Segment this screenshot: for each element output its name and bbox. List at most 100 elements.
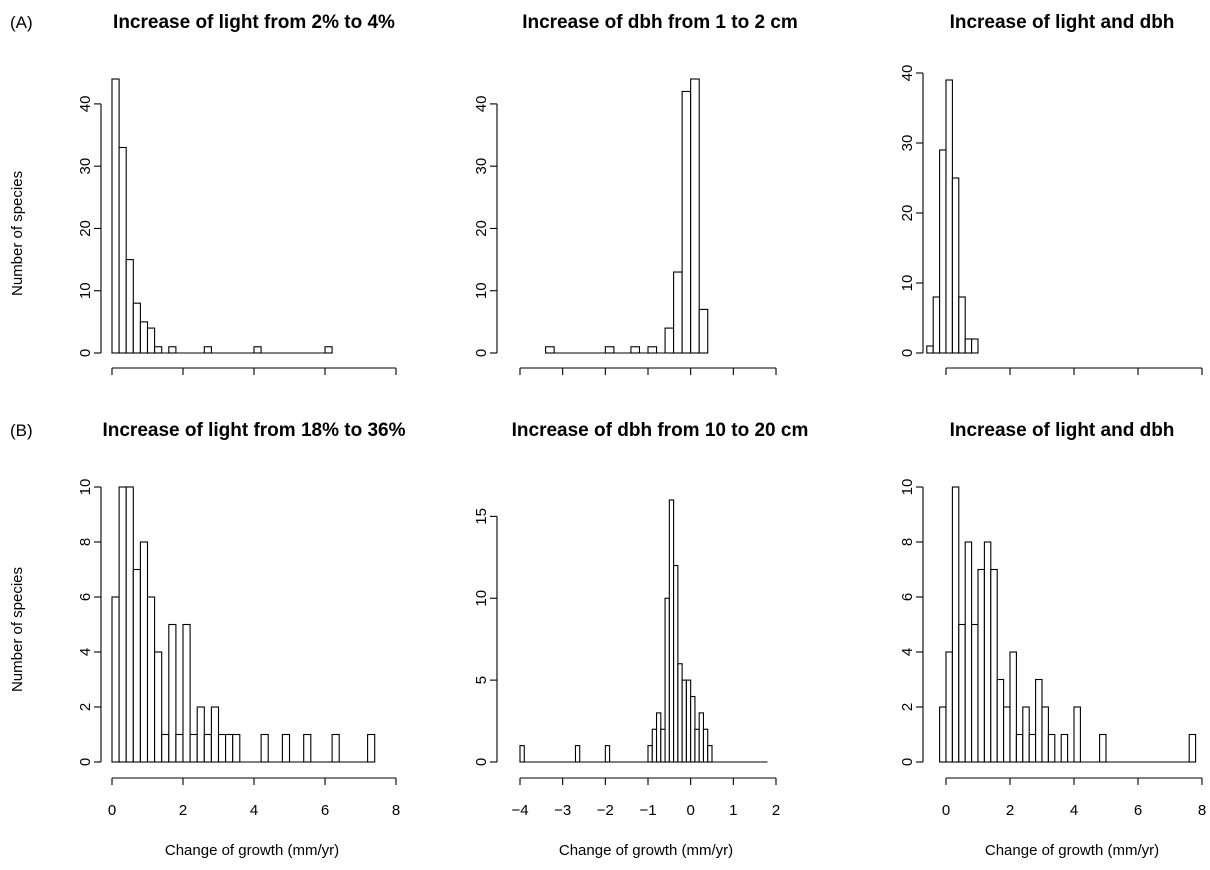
x-tick-label: 2: [1006, 802, 1014, 819]
histogram-bar: [132, 568, 141, 763]
histogram-bar: [685, 679, 692, 763]
histogram-bar: [664, 327, 675, 354]
y-tick-label: 20: [473, 220, 490, 237]
histogram-bar: [1022, 706, 1030, 763]
panel-title: Increase of light from 18% to 36%: [102, 420, 405, 441]
x-axis-label: Change of growth (mm/yr): [165, 842, 339, 859]
y-tick-label: 20: [77, 220, 94, 237]
histogram-panel-5: Increase of dbh from 10 to 20 cm051015−4…: [473, 420, 808, 859]
histogram-bar: [225, 733, 234, 763]
histogram-bar: [519, 745, 525, 763]
histogram-bar: [673, 271, 683, 354]
x-tick-label: 8: [392, 802, 400, 819]
histogram-bar: [189, 733, 198, 763]
histogram-bar: [217, 733, 227, 763]
histogram-bar: [168, 346, 177, 354]
y-tick-label: 40: [473, 96, 490, 113]
x-tick-label: 2: [179, 802, 187, 819]
histogram-bar: [604, 346, 615, 354]
histogram-bar: [154, 346, 163, 354]
histogram-bar: [146, 327, 156, 354]
histogram-bar: [698, 308, 709, 354]
y-tick-label: 0: [77, 349, 94, 357]
histogram-bar: [161, 733, 170, 763]
x-tick-label: 2: [772, 802, 780, 819]
histogram-bar: [111, 596, 120, 763]
histogram-bar: [977, 568, 985, 763]
x-tick-label: 8: [1198, 802, 1206, 819]
histogram-bar: [146, 596, 156, 763]
y-tick-label: 0: [77, 758, 94, 766]
histogram-bar: [630, 346, 641, 354]
histogram-bar: [210, 706, 220, 763]
histogram-bar: [651, 728, 658, 763]
x-tick-label: −4: [511, 802, 528, 819]
histogram-bar: [964, 541, 973, 763]
y-tick-label: 10: [899, 275, 916, 292]
histogram-bar: [690, 78, 700, 354]
histogram-bar: [945, 651, 953, 763]
panel-title: Increase of light and dbh: [950, 12, 1175, 33]
panel-title: Increase of dbh from 10 to 20 cm: [512, 420, 809, 441]
histogram-bar: [945, 79, 953, 354]
y-tick-label: 10: [77, 282, 94, 299]
histogram-bar: [698, 712, 705, 763]
histogram-bar: [958, 296, 966, 354]
histogram-bar: [926, 345, 934, 354]
y-tick-label: 4: [77, 648, 94, 656]
histogram-bar: [125, 259, 134, 354]
histogram-bar: [964, 338, 973, 354]
histogram-panel-6: Increase of light and dbh 0 2 4 6 8 10 0 2 4 6 8 Cha…: [899, 420, 1206, 859]
histogram-bar: [545, 346, 555, 354]
histogram-bar: [971, 338, 979, 354]
row-label-a: (A): [10, 13, 33, 32]
y-tick-label: 8: [899, 538, 916, 546]
histogram-bar: [367, 733, 376, 763]
histogram-bar: [1047, 733, 1056, 763]
histogram-bar: [939, 706, 947, 763]
histogram-bar: [971, 623, 979, 763]
histogram-bar: [681, 90, 692, 354]
histogram-bar: [702, 728, 709, 763]
x-tick-label: −2: [597, 802, 614, 819]
y-tick-label: 8: [77, 538, 94, 546]
histogram-bar: [203, 346, 212, 354]
x-tick-label: 0: [942, 802, 950, 819]
histogram-bar: [996, 678, 1005, 763]
histogram-bar: [175, 733, 184, 763]
histogram-bar: [660, 728, 666, 763]
histogram-bar: [154, 651, 163, 763]
x-tick-label: −3: [554, 802, 571, 819]
histogram-bar: [281, 733, 291, 763]
histogram-bar: [182, 623, 191, 763]
histogram-bar: [677, 663, 683, 763]
y-tick-label: 4: [899, 648, 916, 656]
histogram-bar: [118, 486, 127, 763]
y-tick-label: 10: [473, 590, 490, 607]
histogram-bar: [939, 149, 947, 354]
histogram-panel-1: Increase of light from 2% to 4% 0 10 20 30 40…: [9, 12, 397, 375]
x-tick-label: 0: [686, 802, 694, 819]
histogram-bar: [932, 296, 941, 354]
histogram-bar: [1015, 733, 1024, 763]
histogram-bar: [232, 733, 241, 763]
histogram-bar: [1073, 706, 1081, 763]
histogram-bar: [681, 679, 687, 763]
y-tick-label: 2: [77, 703, 94, 711]
histogram-bar: [983, 541, 992, 763]
histogram-bar: [139, 321, 149, 354]
y-tick-label: 15: [473, 508, 490, 525]
histogram-bar: [664, 597, 670, 763]
y-tick-label: 6: [899, 593, 916, 601]
histogram-bar: [958, 623, 966, 763]
x-tick-label: 0: [108, 802, 116, 819]
histogram-bar: [951, 177, 960, 354]
panel-title: Increase of light and dbh: [950, 420, 1175, 441]
histogram-bar: [196, 706, 205, 763]
histogram-bar: [324, 346, 333, 354]
histogram-bar: [951, 486, 960, 763]
histogram-bar: [655, 712, 662, 763]
x-axis-label: Change of growth (mm/yr): [985, 842, 1159, 859]
y-axis-label: Number of species: [9, 567, 26, 692]
histogram-bar: [125, 486, 134, 763]
